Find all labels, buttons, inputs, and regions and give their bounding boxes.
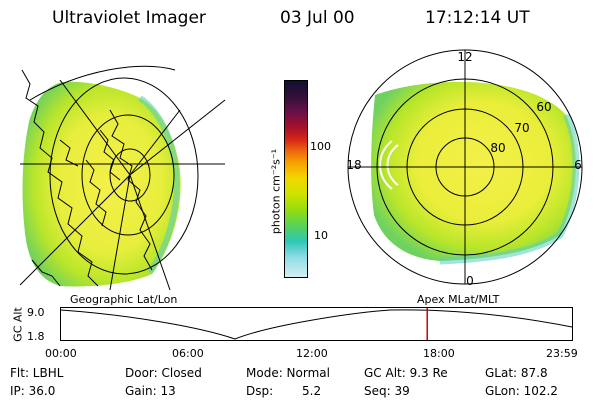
seq-readout: Seq: 39 xyxy=(364,384,410,398)
geographic-label: Geographic Lat/Lon xyxy=(70,293,178,306)
ring-label-80: 80 xyxy=(490,141,505,155)
time-tick-1800: 18:00 xyxy=(423,347,455,360)
time-readout: 17:12:14 UT xyxy=(425,8,530,28)
app-title: Ultraviolet Imager xyxy=(52,8,206,28)
uv-emission-region xyxy=(22,81,181,287)
uv-emission-polar xyxy=(371,81,576,261)
glat-readout: GLat: 87.8 xyxy=(485,366,548,380)
door-readout: Door: Closed xyxy=(125,366,202,380)
time-tick-2359: 23:59 xyxy=(546,347,578,360)
gain-readout: Gain: 13 xyxy=(125,384,176,398)
emission-edge xyxy=(138,95,180,274)
dsp-label: Dsp: xyxy=(246,384,274,398)
altitude-plot xyxy=(60,307,573,341)
time-tick-0600: 06:00 xyxy=(172,347,204,360)
ring-label-60: 60 xyxy=(536,100,551,114)
altitude-ytick-min: 1.8 xyxy=(27,330,45,343)
coastlines xyxy=(21,69,153,287)
mlt-label-0: 0 xyxy=(466,274,474,288)
mlt-label-18: 18 xyxy=(346,158,361,172)
colorbar-unit-label: photon cm⁻²s⁻¹ xyxy=(269,148,283,235)
color-scale-bar xyxy=(284,80,308,278)
date-readout: 03 Jul 00 xyxy=(280,8,355,28)
altitude-curve xyxy=(60,309,573,340)
mlt-label-12: 12 xyxy=(457,50,472,64)
altitude-ylabel: GC Alt xyxy=(11,307,25,342)
colorbar-tick-10: 10 xyxy=(314,229,328,242)
polar-plot: 12 18 6 0 60 70 80 xyxy=(346,49,583,288)
glon-readout: GLon: 102.2 xyxy=(485,384,558,398)
geographic-map xyxy=(19,65,226,290)
time-tick-0000: 00:00 xyxy=(45,347,77,360)
colorbar-tick-100: 100 xyxy=(310,140,331,153)
mode-readout: Mode: Normal xyxy=(246,366,330,380)
gc-alt-readout: GC Alt: 9.3 Re xyxy=(364,366,448,380)
filter-readout: Flt: LBHL xyxy=(10,366,64,380)
time-tick-1200: 12:00 xyxy=(296,347,328,360)
ip-readout: IP: 36.0 xyxy=(10,384,56,398)
altitude-ytick-max: 9.0 xyxy=(27,306,45,319)
mlt-label-6: 6 xyxy=(574,158,582,172)
dsp-value: 5.2 xyxy=(302,384,322,398)
altitude-plot-frame xyxy=(60,307,573,341)
apex-label: Apex MLat/MLT xyxy=(417,293,500,306)
ring-label-70: 70 xyxy=(514,121,529,135)
artifact-arcs xyxy=(379,140,399,190)
mlat-rings xyxy=(347,49,583,285)
